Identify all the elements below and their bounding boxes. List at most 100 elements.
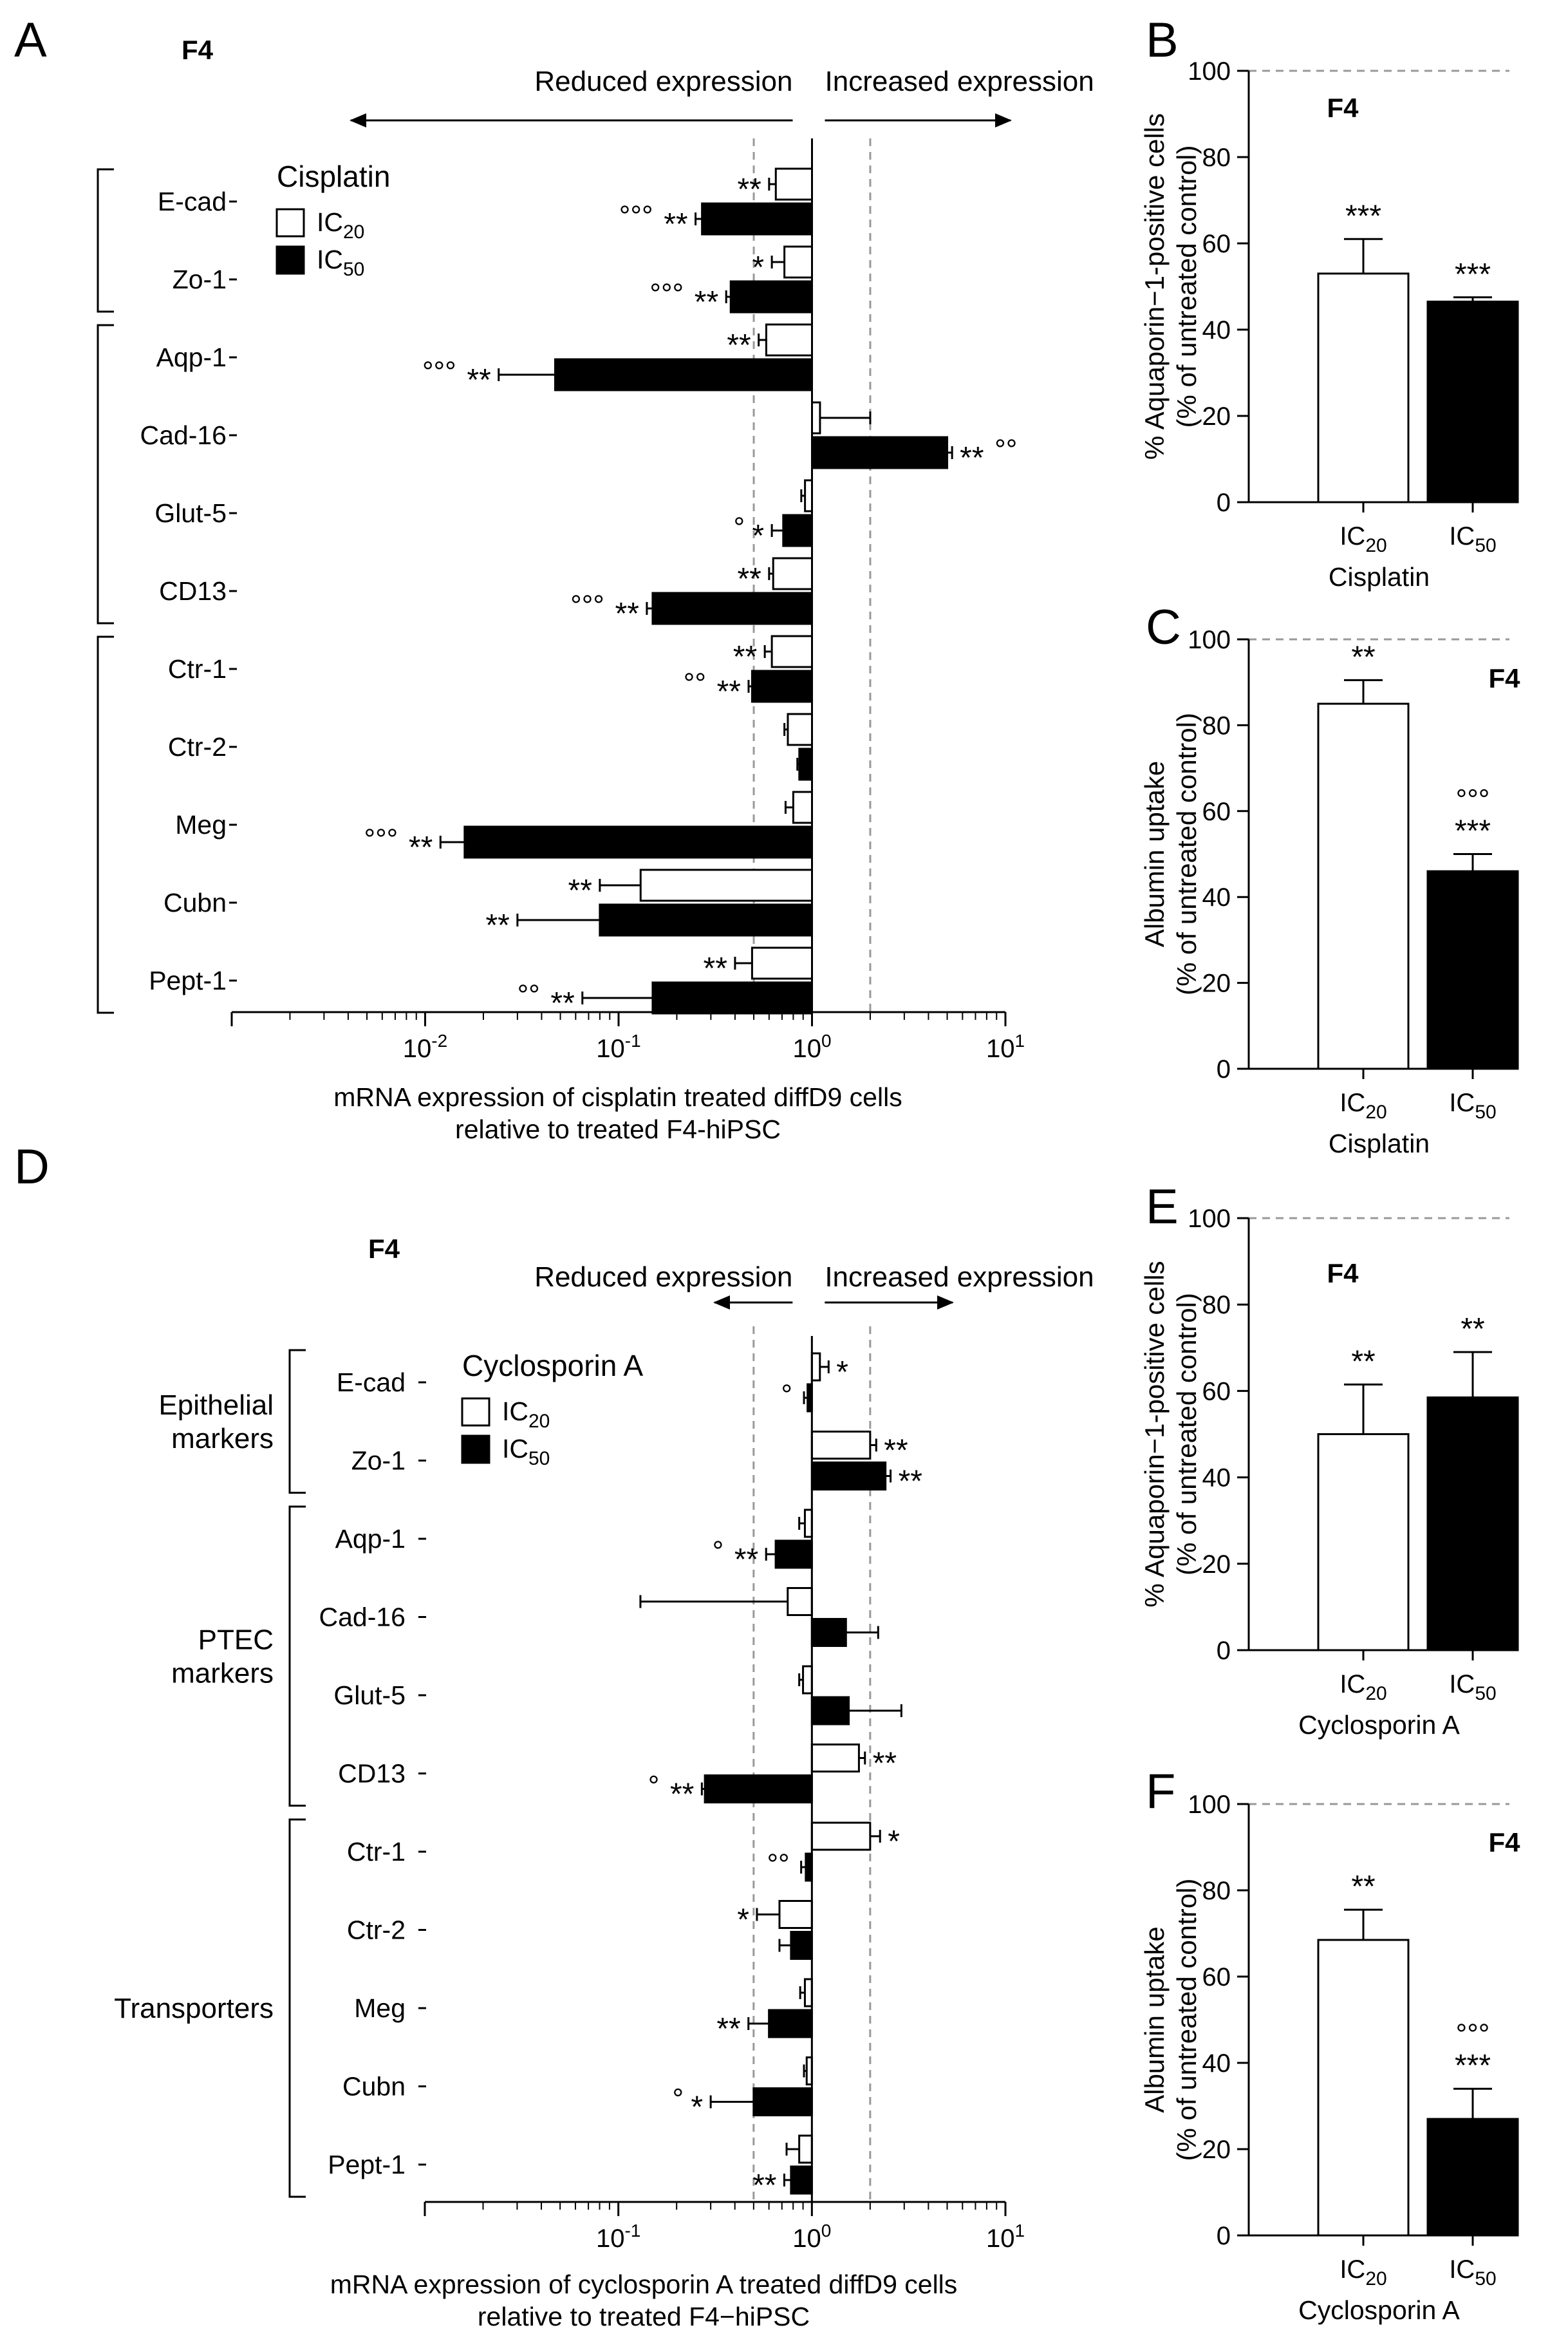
- y-tick-label: 60: [1202, 798, 1231, 826]
- significance-marker: *: [752, 250, 764, 285]
- bar-ic20: [803, 1509, 813, 1538]
- group-label: Transporters: [114, 1993, 274, 2024]
- y-tick-label: 40: [1202, 1464, 1231, 1492]
- x-tick-label: IC20: [1339, 1670, 1386, 1704]
- panel-letter: E: [1146, 1180, 1179, 1234]
- bar-ic20: [804, 479, 814, 512]
- y-tick-label: 100: [1188, 1791, 1231, 1819]
- x-tick-label: IC20: [1339, 1089, 1386, 1123]
- x-axis-label: Cisplatin: [1329, 562, 1430, 592]
- x-tick-label: 10-2: [403, 1031, 447, 1063]
- x-tick-label: IC50: [1449, 1089, 1496, 1123]
- gene-label: Zo-1: [173, 265, 227, 294]
- bar-ic50: [1426, 870, 1519, 1070]
- bar-ic20: [810, 1352, 821, 1382]
- comparison-marker: °: [781, 1379, 792, 1411]
- bar-ic20: [802, 1665, 813, 1695]
- y-tick-label: 20: [1202, 970, 1231, 998]
- panel-letter: B: [1146, 13, 1179, 68]
- significance-marker: **: [1351, 640, 1375, 674]
- significance-marker: **: [670, 1778, 694, 1812]
- gene-label: Glut-5: [154, 498, 227, 528]
- significance-marker: **: [899, 1465, 922, 1499]
- bar-ic20: [810, 1431, 872, 1460]
- comparison-marker: °°°: [1456, 2018, 1490, 2050]
- y-tick-label: 0: [1217, 489, 1231, 517]
- comparison-marker: °°°: [1456, 784, 1490, 816]
- significance-marker: **: [737, 562, 761, 596]
- y-tick-label: 60: [1202, 1963, 1231, 1991]
- y-tick-label: 60: [1202, 1377, 1231, 1406]
- x-tick-label: 101: [986, 1031, 1025, 1063]
- bar-ic20: [1317, 702, 1410, 1070]
- bar-ic20: [770, 635, 813, 668]
- x-tick-label: 100: [792, 2221, 831, 2253]
- x-tick-label: 100: [792, 1031, 831, 1063]
- y-tick-label: 40: [1202, 2049, 1231, 2078]
- y-tick-label: 80: [1202, 1291, 1231, 1319]
- bar-ic20: [803, 1978, 813, 2007]
- significance-marker: *: [691, 2091, 703, 2125]
- bar-ic50: [811, 436, 949, 469]
- x-axis-label-line: mRNA expression of cisplatin treated dif…: [333, 1082, 902, 1112]
- group-bracket: [97, 168, 114, 313]
- bar-ic20: [783, 245, 814, 279]
- cell-line-label: F4: [1488, 663, 1520, 693]
- bar-ic20: [811, 401, 821, 435]
- x-axis-label: Cisplatin: [1329, 1129, 1430, 1158]
- significance-marker: *: [737, 1903, 749, 1937]
- x-tick-label: 101: [986, 2221, 1025, 2253]
- bar-ic20: [787, 713, 814, 746]
- significance-marker: **: [664, 207, 687, 241]
- significance-marker: ***: [1455, 2049, 1491, 2083]
- comparison-marker: °°: [767, 1848, 789, 1880]
- reduced-arrow-head: [350, 113, 366, 127]
- significance-marker: **: [568, 874, 592, 908]
- bar-ic50: [810, 1696, 850, 1725]
- panel-f-cyclosporin-albumin-chart: F F4 0 20 40 60 80 100 IC20 ** IC50 ***°°° Cyclospor…: [1139, 1764, 1520, 2325]
- reduced-expression-label: Reduced expression: [534, 1261, 792, 1293]
- y-axis-label-line: Albumin uptake: [1139, 1926, 1170, 2113]
- gene-label: CD13: [338, 1759, 406, 1789]
- comparison-marker: °: [673, 2083, 684, 2115]
- y-tick-label: 0: [1217, 1055, 1231, 1084]
- gene-label: Cubn: [342, 2072, 406, 2101]
- significance-marker: *: [836, 1355, 848, 1389]
- bar-ic50: [729, 280, 814, 314]
- x-tick-label: IC20: [1339, 2255, 1386, 2289]
- comparison-marker: °°°: [364, 823, 398, 855]
- x-tick-label: 10-1: [596, 1031, 640, 1063]
- panel-letter: C: [1146, 600, 1181, 655]
- gene-label: Cad-16: [140, 420, 227, 450]
- comparison-marker: °: [734, 512, 745, 543]
- significance-marker: **: [884, 1434, 908, 1468]
- gene-label: Pept-1: [328, 2150, 406, 2179]
- significance-marker: **: [734, 1543, 758, 1577]
- legend-label: IC20: [502, 1396, 550, 1432]
- legend-label: IC50: [317, 245, 364, 280]
- significance-marker: ***: [1345, 199, 1381, 233]
- gene-label: Glut-5: [333, 1680, 406, 1710]
- bar-ic50: [810, 1618, 847, 1647]
- increased-arrow-head: [995, 113, 1012, 127]
- significance-marker: **: [615, 597, 639, 631]
- y-tick-label: 100: [1188, 57, 1231, 86]
- y-tick-label: 60: [1202, 230, 1231, 258]
- bar-ic20: [1317, 272, 1410, 503]
- bar-ic20: [765, 323, 814, 357]
- y-tick-label: 0: [1217, 2222, 1231, 2250]
- bar-ic50: [1426, 1396, 1519, 1651]
- x-tick-label: IC50: [1449, 1670, 1496, 1704]
- gene-label: Cad-16: [319, 1603, 406, 1632]
- bar-ic20: [1317, 1433, 1410, 1651]
- significance-marker: **: [486, 908, 510, 943]
- y-tick-label: 100: [1188, 626, 1231, 654]
- y-tick-label: 20: [1202, 2136, 1231, 2164]
- bar-ic50: [752, 2087, 813, 2116]
- y-tick-label: 100: [1188, 1205, 1231, 1233]
- legend-swatch: [461, 1397, 490, 1427]
- bar-ic50: [554, 358, 813, 391]
- significance-marker: **: [873, 1747, 897, 1781]
- y-axis-label-line: (% of untreated control): [1171, 146, 1202, 428]
